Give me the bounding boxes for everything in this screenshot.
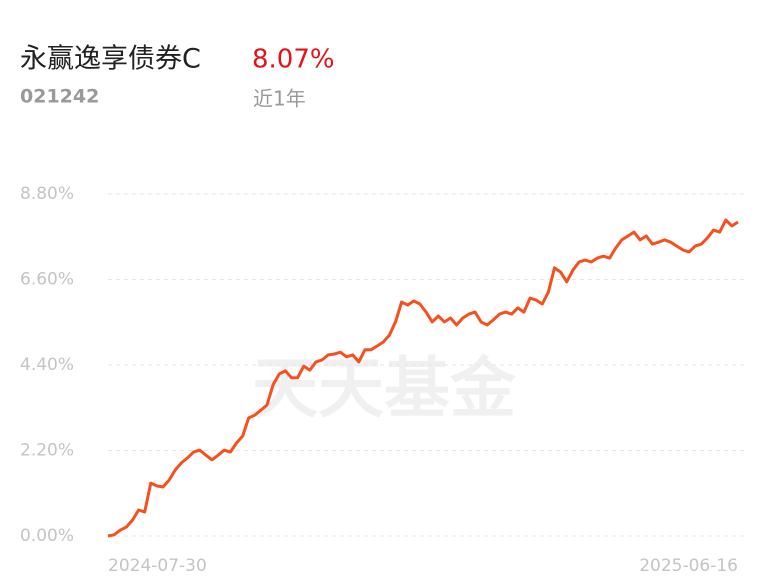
y-tick-label: 0.00% <box>20 526 74 546</box>
x-tick-label: 2025-06-16 <box>639 556 738 576</box>
watermark: 天天基金 <box>252 350 517 427</box>
fund-code: 021242 <box>20 86 99 108</box>
fund-return: 8.07% <box>252 45 335 75</box>
period: 近1年 <box>253 87 306 111</box>
y-tick-label: 4.40% <box>20 355 74 375</box>
y-tick-label: 6.60% <box>20 270 74 290</box>
y-tick-label: 8.80% <box>20 184 74 204</box>
y-tick-label: 2.20% <box>20 441 74 461</box>
fund-name: 永赢逸享债券C <box>20 44 201 75</box>
x-tick-label: 2024-07-30 <box>108 556 207 576</box>
series-line <box>107 218 739 538</box>
